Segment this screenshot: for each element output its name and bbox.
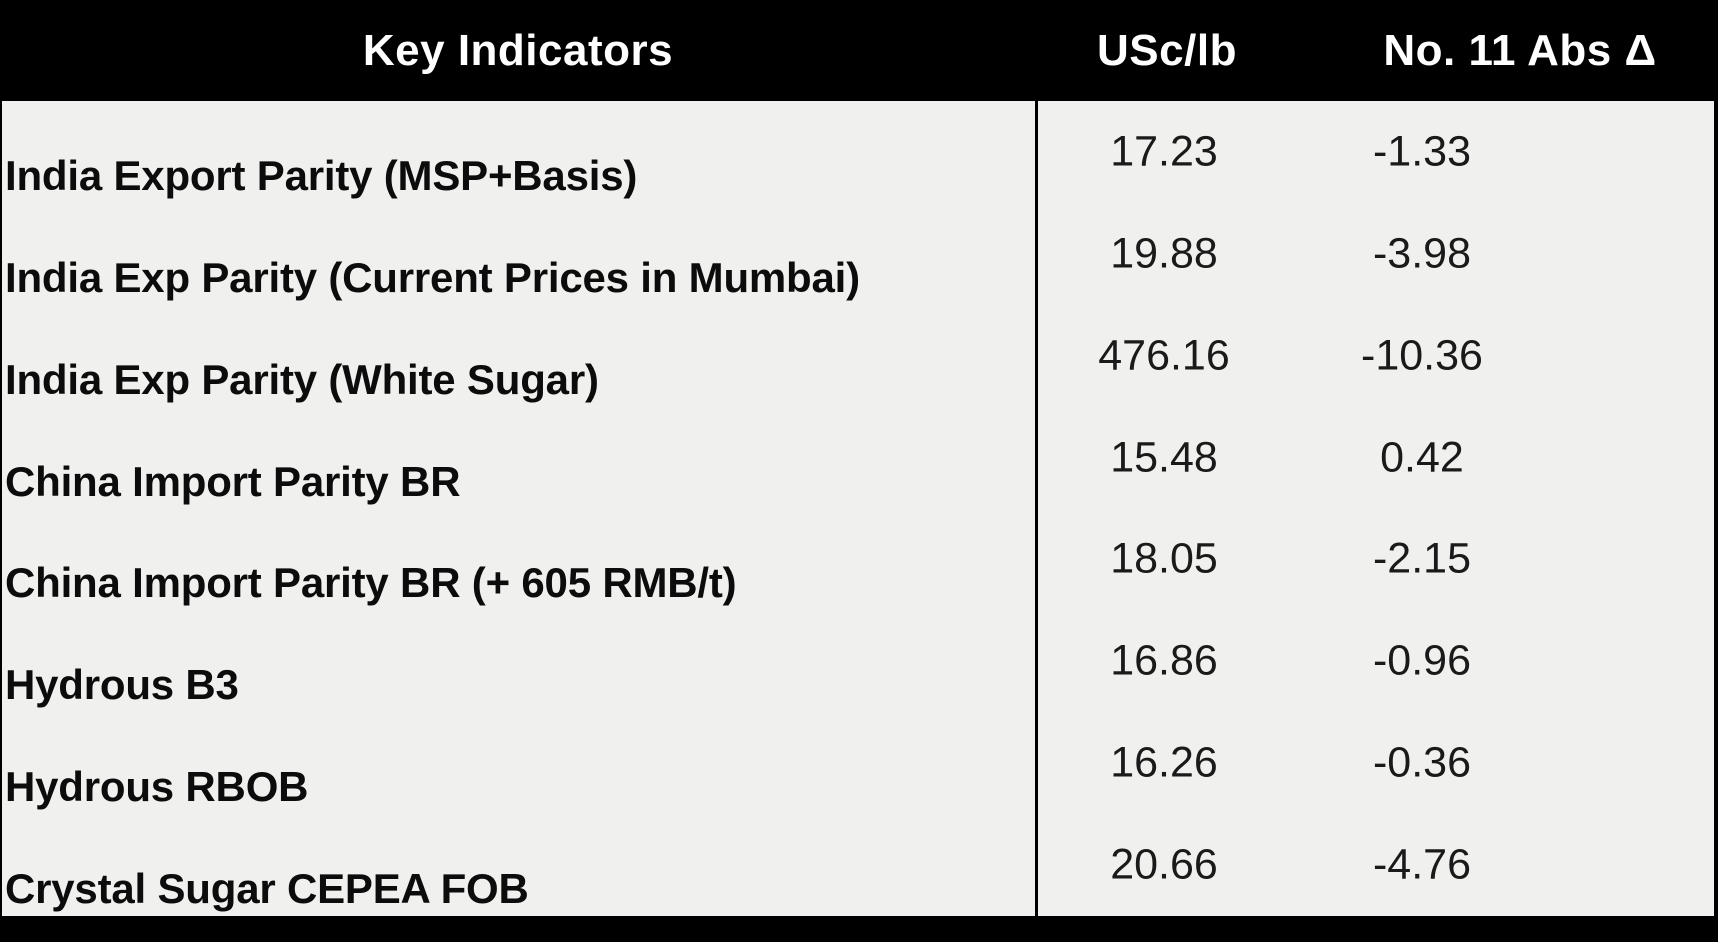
indicator-label: China Import Parity BR (+ 605 RMB/t) xyxy=(5,559,737,607)
column-header-key-indicators: Key Indicators xyxy=(362,25,674,75)
right-edge-border xyxy=(1714,0,1718,942)
indicator-label: Hydrous B3 xyxy=(5,661,239,709)
abs-delta-value: 0.42 xyxy=(1380,433,1464,482)
column-header-usc-lb: USc/lb xyxy=(1097,25,1237,75)
indicator-label: India Exp Parity (White Sugar) xyxy=(5,355,599,403)
column-header-no11-abs-delta: No. 11 Abs Δ xyxy=(1383,25,1657,75)
abs-delta-value: -1.33 xyxy=(1372,127,1471,176)
table-row: Hydrous RBOB 16.26 -0.36 xyxy=(2,712,1714,814)
abs-delta-value: -0.36 xyxy=(1372,738,1471,787)
indicator-label: Crystal Sugar CEPEA FOB xyxy=(5,865,529,912)
indicator-label: India Exp Parity (Current Prices in Mumb… xyxy=(5,253,860,301)
indicator-label: China Import Parity BR xyxy=(5,457,461,505)
abs-delta-value: -4.76 xyxy=(1372,840,1471,889)
table-body: India Export Parity (MSP+Basis) 17.23 -1… xyxy=(2,101,1714,916)
usc-lb-value: 476.16 xyxy=(1098,331,1230,380)
table-row: India Exp Parity (White Sugar) 476.16 -1… xyxy=(2,305,1714,407)
bottom-bar xyxy=(0,916,1718,942)
table-row: China Import Parity BR (+ 605 RMB/t) 18.… xyxy=(2,509,1714,611)
usc-lb-value: 15.48 xyxy=(1110,433,1218,482)
usc-lb-value: 17.23 xyxy=(1110,127,1218,176)
usc-lb-value: 18.05 xyxy=(1110,534,1218,583)
table-row: Hydrous B3 16.86 -0.96 xyxy=(2,610,1714,712)
abs-delta-value: -3.98 xyxy=(1372,229,1471,278)
usc-lb-value: 16.26 xyxy=(1110,738,1218,787)
table-header-row: Key Indicators USc/lb No. 11 Abs Δ xyxy=(0,0,1718,101)
usc-lb-value: 20.66 xyxy=(1110,840,1218,889)
abs-delta-value: -10.36 xyxy=(1361,331,1483,380)
table-row: China Import Parity BR 15.48 0.42 xyxy=(2,407,1714,509)
indicator-label: India Export Parity (MSP+Basis) xyxy=(5,151,638,199)
column-divider-rule xyxy=(1035,101,1038,916)
usc-lb-value: 16.86 xyxy=(1110,636,1218,685)
table-row: India Export Parity (MSP+Basis) 17.23 -1… xyxy=(2,101,1714,203)
indicator-label: Hydrous RBOB xyxy=(5,763,309,811)
abs-delta-value: -0.96 xyxy=(1372,636,1471,685)
table-row: Crystal Sugar CEPEA FOB 20.66 -4.76 xyxy=(2,814,1714,916)
table-row: India Exp Parity (Current Prices in Mumb… xyxy=(2,203,1714,305)
abs-delta-value: -2.15 xyxy=(1372,534,1471,583)
usc-lb-value: 19.88 xyxy=(1110,229,1218,278)
